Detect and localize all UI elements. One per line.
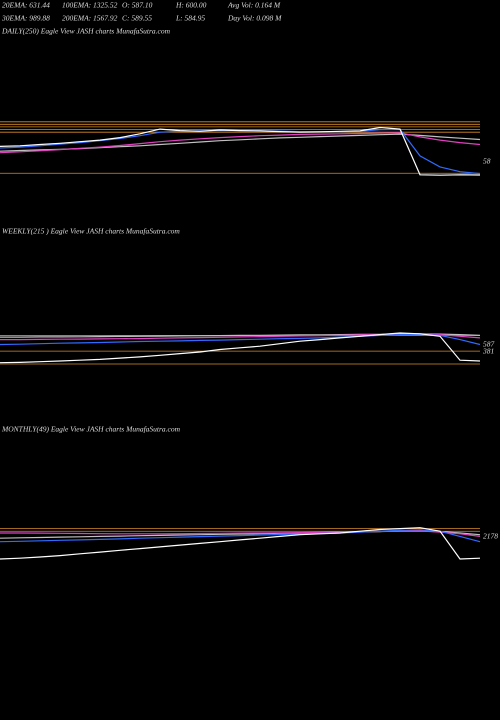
price-line: [0, 529, 481, 543]
price-line: [0, 132, 481, 154]
header-stat: C: 589.55: [122, 14, 152, 23]
price-line: [0, 126, 481, 176]
price-line: [0, 530, 481, 537]
price-line: [0, 332, 481, 364]
header-stat: H: 600.00: [175, 1, 207, 10]
level-label: 587: [483, 340, 495, 349]
level-label: 381: [482, 347, 494, 356]
header-stat: Day Vol: 0.098 M: [227, 14, 282, 23]
header-stat: 20EMA: 631.44: [2, 1, 50, 10]
header-stat: 100EMA: 1325.52: [62, 1, 118, 10]
chart-title: WEEKLY(215 ) Eagle View JASH charts Muna…: [2, 227, 180, 236]
price-line: [0, 530, 481, 539]
chart-title: DAILY(250) Eagle View JASH charts Munafa…: [1, 27, 171, 36]
price-line: [0, 334, 481, 346]
header-stat: Avg Vol: 0.164 M: [227, 1, 281, 10]
price-line: [0, 527, 481, 560]
header-stat: 200EMA: 1567.92: [62, 14, 118, 23]
chart-title: MONTHLY(49) Eagle View JASH charts Munaf…: [1, 425, 181, 434]
header-stat: 30EMA: 989.88: [1, 14, 50, 23]
header-stat: O: 587.10: [122, 1, 153, 10]
header-stat: L: 584.95: [175, 14, 205, 23]
level-label: 58: [483, 157, 491, 166]
level-label: 2178: [483, 532, 498, 541]
